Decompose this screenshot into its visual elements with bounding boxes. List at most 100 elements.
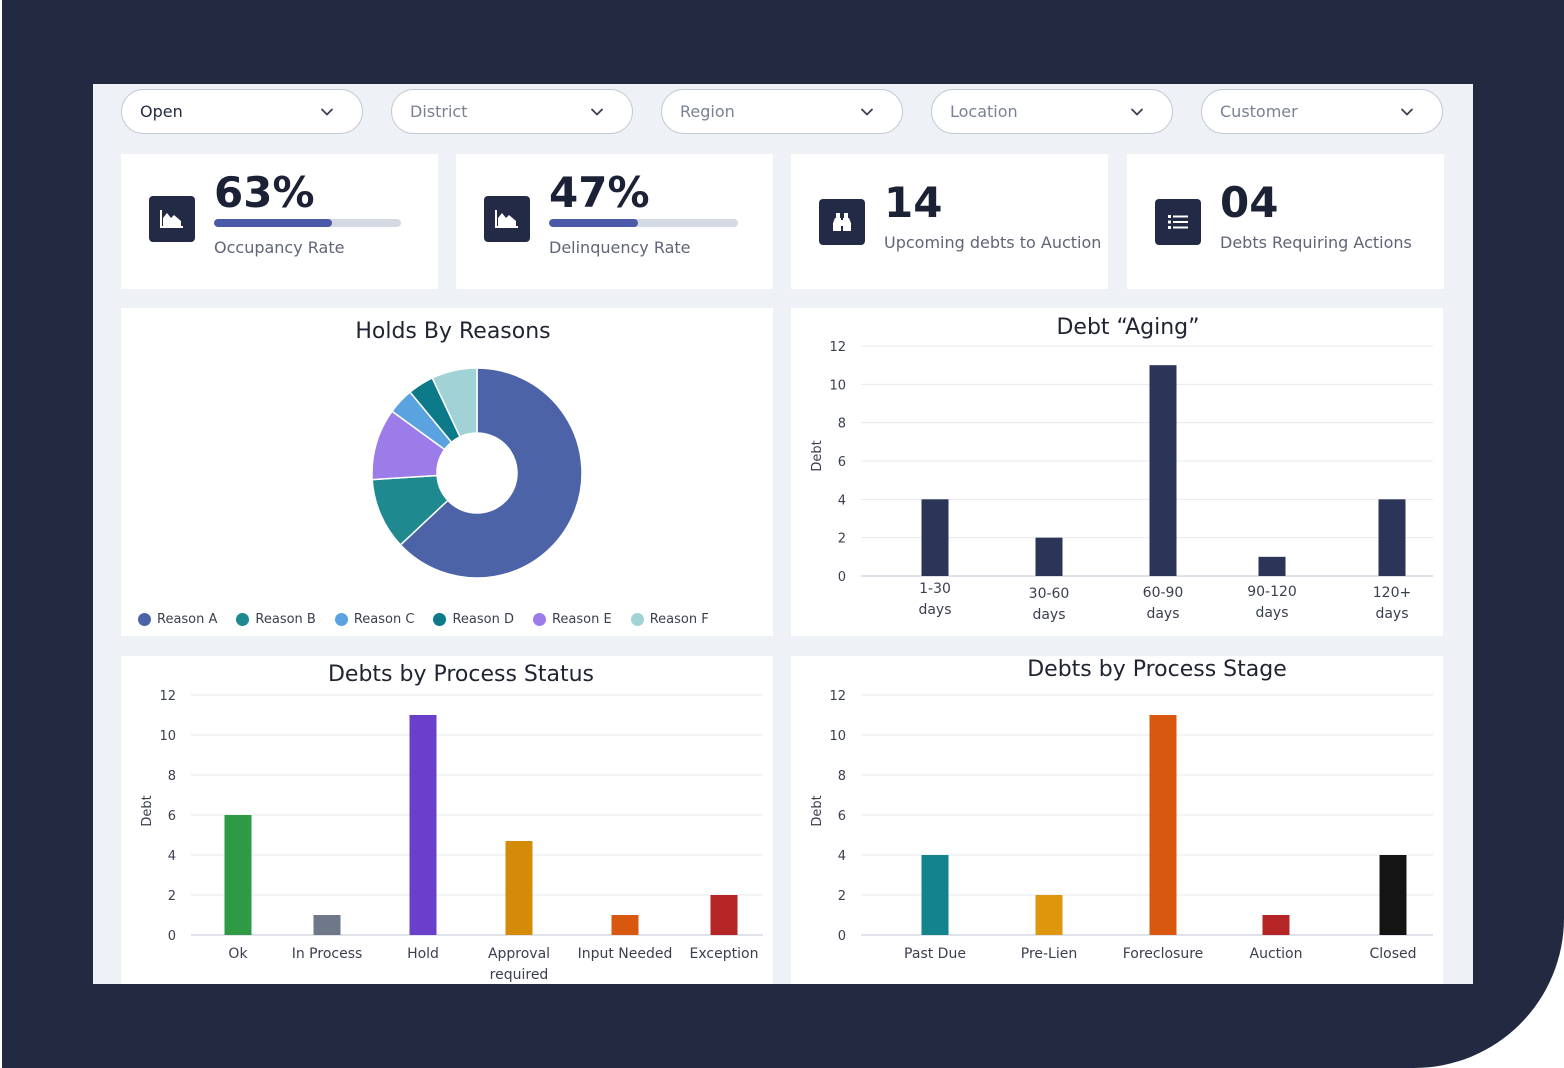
kpi-occupancy-rate: 63% Occupancy Rate (121, 154, 438, 289)
legend-label: Reason E (551, 612, 612, 627)
x-tick-label: Exception (690, 946, 759, 962)
y-tick-label: 2 (168, 889, 176, 904)
area-chart-icon (484, 196, 530, 242)
bar[interactable] (1258, 556, 1286, 576)
status-filter-dropdown[interactable]: Open (121, 89, 363, 134)
bar[interactable] (505, 841, 533, 935)
y-axis-label: Debt (140, 795, 155, 826)
bar[interactable] (1149, 365, 1177, 576)
bar[interactable] (921, 855, 949, 935)
donut-slice-reason-f[interactable] (431, 367, 478, 438)
chevron-down-icon (1131, 108, 1143, 115)
region-filter-label: Region (680, 102, 735, 121)
x-tick-label: days (1146, 606, 1179, 622)
legend-item-reason-f[interactable]: Reason F (630, 612, 709, 627)
process-status-bar-chart: 0 2 4 6 8 10 12 Debt Ok In Process Hold Approval req… (140, 689, 763, 983)
delinquency-progress-bar (549, 219, 738, 227)
y-tick-label: 0 (168, 929, 176, 944)
kpi-upcoming-auction: 14 Upcoming debts to Auction (791, 154, 1108, 289)
y-tick-label: 10 (159, 729, 176, 744)
legend-swatch (138, 613, 151, 626)
legend-label: Reason A (157, 612, 218, 627)
debt-aging-bar-chart: 0 2 4 6 8 10 12 Debt 1-30 days 30-60 days 60-90 days 9… (810, 340, 1433, 623)
kpi-label: Debts Requiring Actions (1220, 233, 1412, 252)
x-tick-label: 60-90 (1143, 585, 1184, 601)
y-tick-label: 4 (838, 493, 846, 508)
bar[interactable] (1379, 855, 1407, 935)
district-filter-label: District (410, 102, 468, 121)
x-tick-label: Ok (228, 946, 248, 962)
bar[interactable] (313, 915, 341, 935)
kpi-value: 63% (214, 168, 315, 217)
legend-swatch (532, 613, 546, 626)
x-tick-label: Closed (1369, 946, 1416, 962)
y-tick-label: 8 (838, 769, 846, 784)
chevron-down-icon (591, 108, 603, 115)
bar[interactable] (921, 499, 949, 576)
kpi-value: 04 (1220, 178, 1279, 227)
delinquency-progress-fill (549, 219, 638, 227)
x-tick-label: days (1375, 606, 1408, 622)
occupancy-progress-bar (214, 219, 401, 227)
y-tick-label: 12 (829, 689, 846, 704)
district-filter-dropdown[interactable]: District (391, 89, 633, 134)
occupancy-progress-fill (214, 219, 332, 227)
binoculars-icon (819, 199, 865, 245)
x-tick-label: Approval (488, 946, 550, 962)
list-icon (1155, 199, 1201, 245)
location-filter-dropdown[interactable]: Location (931, 89, 1173, 134)
holds-chart-title: Holds By Reasons (355, 319, 551, 344)
x-tick-label: Pre-Lien (1021, 946, 1078, 962)
x-tick-label: 90-120 (1247, 584, 1297, 600)
bar[interactable] (1149, 715, 1177, 935)
x-tick-label: days (1255, 605, 1288, 621)
legend-item-reason-a[interactable]: Reason A (138, 612, 217, 627)
legend-label: Reason F (649, 612, 709, 627)
legend-swatch (433, 613, 447, 626)
donut-slice-reason-a[interactable] (399, 367, 583, 579)
legend-item-reason-b[interactable]: Reason B (236, 612, 316, 627)
x-tick-label: Hold (407, 946, 439, 962)
legend-swatch (630, 613, 644, 626)
y-tick-label: 4 (168, 849, 176, 864)
kpi-label: Delinquency Rate (549, 238, 691, 257)
holds-legend: Reason A Reason B Reason C Reason D Reason E… (138, 612, 728, 627)
y-tick-label: 6 (168, 809, 176, 824)
x-tick-label: Auction (1250, 946, 1303, 962)
region-filter-dropdown[interactable]: Region (661, 89, 903, 134)
legend-item-reason-d[interactable]: Reason D (433, 612, 514, 627)
kpi-value: 47% (549, 168, 650, 217)
kpi-value: 14 (884, 178, 943, 227)
process-stage-panel: Debts by Process Stage 0 2 4 6 8 10 12 Debt Past… (791, 656, 1443, 984)
bar[interactable] (710, 895, 738, 935)
bar[interactable] (1262, 915, 1290, 935)
x-tick-label: Foreclosure (1123, 946, 1204, 962)
process-status-panel: Debts by Process Status 0 2 4 6 8 10 12 Debt Ok I… (121, 656, 773, 984)
bar[interactable] (409, 715, 437, 935)
x-tick-label: days (918, 602, 951, 618)
legend-item-reason-e[interactable]: Reason E (532, 612, 612, 627)
bar[interactable] (1035, 537, 1063, 576)
x-tick-label: 1-30 (919, 581, 951, 597)
y-tick-label: 6 (838, 809, 846, 824)
bar[interactable] (1378, 499, 1406, 576)
legend-swatch (236, 613, 250, 626)
bar[interactable] (611, 915, 639, 935)
legend-item-reason-c[interactable]: Reason C (334, 612, 415, 627)
y-tick-label: 8 (168, 769, 176, 784)
legend-label: Reason C (353, 612, 415, 627)
y-tick-label: 8 (838, 417, 846, 432)
chevron-down-icon (321, 108, 333, 115)
debt-aging-panel: Debt “Aging” 0 2 4 6 8 10 12 Debt 1-30 days 30-60 d… (791, 308, 1443, 636)
y-tick-label: 10 (829, 729, 846, 744)
aging-chart-title: Debt “Aging” (1056, 315, 1200, 340)
bar[interactable] (1035, 895, 1063, 935)
customer-filter-dropdown[interactable]: Customer (1201, 89, 1443, 134)
status-chart-title: Debts by Process Status (327, 662, 595, 687)
x-tick-label: days (1032, 607, 1065, 623)
y-tick-label: 12 (159, 689, 176, 704)
bar[interactable] (224, 815, 252, 935)
kpi-label: Occupancy Rate (214, 238, 345, 257)
holds-donut-chart (371, 367, 583, 579)
y-tick-label: 12 (829, 340, 846, 355)
